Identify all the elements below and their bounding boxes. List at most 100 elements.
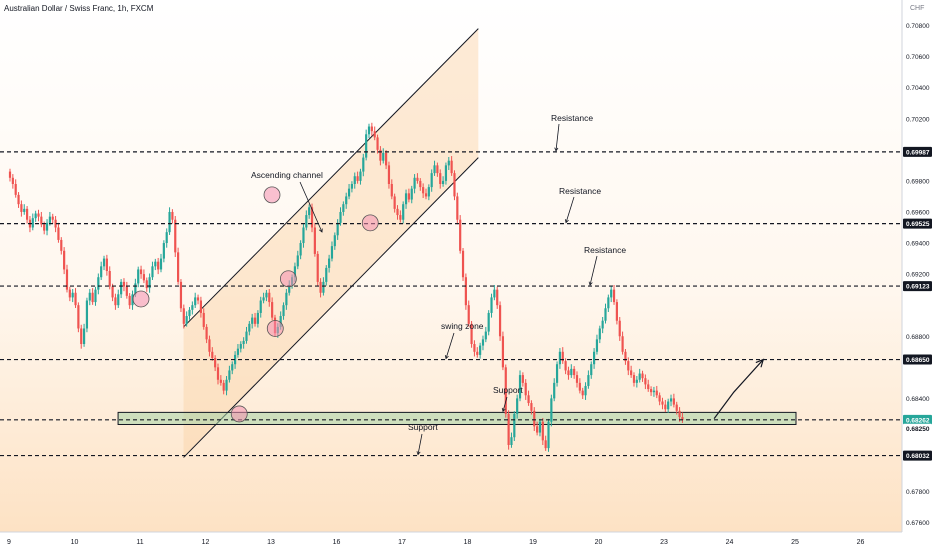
candle [592, 348, 596, 369]
candle-body [37, 213, 40, 217]
candle-body [268, 292, 271, 303]
candle [524, 379, 527, 400]
candle [114, 293, 117, 310]
candle-body [362, 157, 365, 172]
candle [57, 222, 60, 243]
candle-body [439, 173, 442, 184]
horizontal-levels [0, 151, 902, 457]
candle [669, 394, 673, 407]
candle-body [74, 292, 77, 306]
candle-body [638, 373, 641, 380]
candle-body [236, 348, 240, 355]
candle [473, 340, 476, 357]
candle-body [538, 421, 542, 433]
candle-body [672, 398, 675, 405]
candle-body [256, 312, 259, 324]
channel-label: Ascending channel [251, 170, 323, 180]
candle-body [208, 339, 211, 352]
candle-body [105, 258, 108, 271]
candle [356, 171, 359, 184]
candle [17, 192, 20, 208]
candle-body [262, 297, 265, 301]
candle [177, 247, 180, 285]
candle-body [151, 266, 154, 278]
candle-body [134, 283, 137, 295]
candle [493, 284, 496, 301]
candle-body [57, 227, 60, 240]
candle-body [63, 250, 66, 270]
candle [647, 379, 650, 392]
tag-69525-value: 0.69525 [906, 221, 930, 228]
candle [487, 310, 490, 336]
candle [407, 188, 410, 203]
candle-body [595, 339, 599, 352]
candle-body [194, 297, 197, 306]
candle [174, 216, 177, 258]
candle [85, 297, 89, 333]
candle-body [94, 289, 97, 303]
candle [536, 421, 539, 436]
candle [612, 284, 616, 305]
tag-current-value: 0.68262 [906, 417, 930, 424]
candle [467, 300, 470, 327]
candle-body [345, 196, 348, 205]
candle-body [479, 345, 482, 355]
candle-body [558, 351, 562, 365]
tag-69525-box [903, 218, 932, 229]
candle-body [402, 204, 405, 220]
candle [672, 393, 675, 408]
candle-body [188, 309, 191, 317]
candle [8, 168, 12, 182]
candle-body [296, 255, 299, 267]
candle [74, 288, 77, 308]
candle-body [108, 271, 111, 287]
candle-body [199, 300, 202, 313]
candle-body [501, 336, 505, 368]
candles [8, 122, 684, 452]
candle [171, 209, 174, 224]
candle-body [493, 289, 496, 298]
candle-body [681, 417, 684, 421]
candle-body [48, 216, 51, 223]
candle-body [205, 326, 208, 340]
candle-body [231, 364, 234, 371]
candle [339, 207, 342, 226]
touch-marker [361, 214, 379, 232]
candle [624, 348, 627, 365]
candle-body [587, 375, 590, 386]
candle-body [444, 165, 448, 181]
resistance-label-2-pointer [565, 196, 575, 223]
candle-body [610, 289, 613, 298]
resistance-label-1-arrowhead [554, 147, 559, 152]
candle [481, 335, 485, 351]
candle-body [88, 292, 91, 301]
tag-69987-box [903, 146, 932, 157]
candle-body [675, 404, 678, 411]
candle-body [288, 284, 291, 293]
candle-body [404, 193, 408, 205]
candle [216, 363, 220, 385]
candle [470, 321, 473, 348]
candle-body [573, 368, 576, 376]
candle [590, 361, 593, 379]
candle [444, 162, 448, 185]
candle [555, 361, 559, 387]
support-zone [117, 411, 797, 425]
candle-body [308, 207, 311, 216]
candle [88, 289, 91, 306]
candle [194, 292, 197, 308]
candle-body [319, 281, 322, 293]
tag-68650-value: 0.68650 [906, 357, 930, 364]
forecast-path [713, 359, 764, 419]
candle-body [635, 379, 638, 383]
touch-marker [263, 186, 281, 204]
candle [627, 357, 630, 376]
candle [225, 376, 228, 396]
candle-body [459, 219, 462, 251]
candle [550, 394, 553, 427]
candle-body [453, 173, 456, 197]
tag-69987-value: 0.69987 [906, 149, 930, 156]
candle [139, 265, 143, 279]
candle [424, 188, 428, 200]
